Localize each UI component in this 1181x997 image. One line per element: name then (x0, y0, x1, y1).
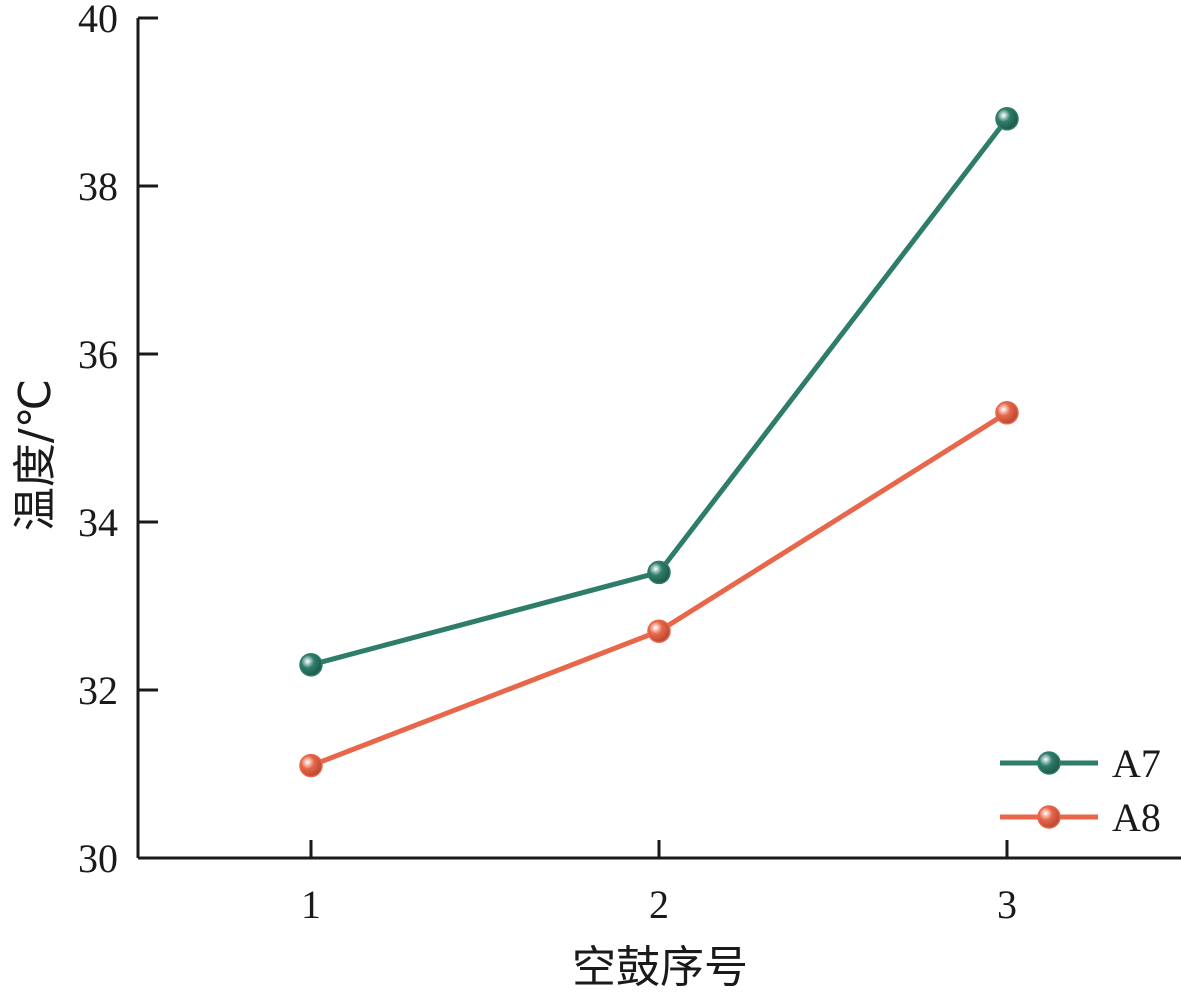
series-layer (299, 107, 1019, 778)
legend-item-a7: A7 (1000, 741, 1161, 786)
legend-swatch-marker (1037, 751, 1061, 775)
series-a8 (299, 401, 1019, 778)
x-ticks: 1 2 3 (301, 840, 1017, 927)
data-point-a8 (647, 619, 671, 643)
y-tick-label: 36 (78, 332, 118, 377)
data-point-a8 (299, 753, 323, 778)
series-line-a8 (308, 410, 1010, 769)
legend-item-a8: A8 (1000, 795, 1161, 840)
y-tick-label: 40 (78, 0, 118, 41)
x-tick-label: 3 (997, 882, 1017, 927)
y-tick-label: 32 (78, 668, 118, 713)
x-tick-label: 2 (649, 882, 669, 927)
legend-swatch-marker (1037, 805, 1061, 829)
y-tick-label: 30 (78, 836, 118, 881)
y-axis-title: 温度/℃ (10, 379, 61, 531)
data-point-a7 (647, 560, 671, 585)
y-tick-label: 34 (78, 500, 118, 545)
series-a7 (299, 107, 1019, 677)
x-tick-label: 1 (301, 882, 321, 927)
data-point-a7 (299, 653, 323, 677)
x-axis-title: 空鼓序号 (572, 942, 748, 993)
y-ticks: 30 32 34 36 38 40 (78, 0, 158, 881)
legend-label: A7 (1112, 741, 1161, 786)
data-point-a8 (995, 401, 1019, 425)
data-point-a7 (995, 107, 1019, 131)
legend-label: A8 (1112, 795, 1161, 840)
y-tick-label: 38 (78, 164, 118, 209)
axes (136, 18, 1181, 860)
